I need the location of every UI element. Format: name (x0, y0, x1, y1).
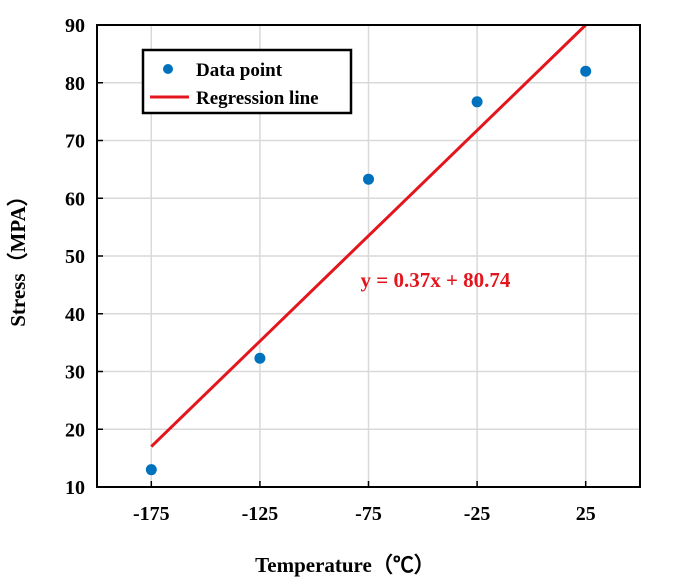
y-tick-label: 50 (65, 246, 85, 268)
data-points-group (145, 65, 592, 476)
data-point (471, 96, 483, 108)
regression-equation: y = 0.37x + 80.74 (361, 268, 511, 292)
y-tick-label: 70 (65, 131, 85, 153)
y-axis-ticks: 10 20 30 40 50 60 70 80 90 (65, 15, 103, 499)
y-tick-label: 30 (65, 362, 85, 384)
regression-line-group (150, 23, 587, 448)
y-tick-label: 90 (65, 15, 85, 37)
y-tick-label: 60 (65, 188, 85, 210)
y-tick-label: 10 (65, 477, 85, 499)
x-tick-label: 25 (576, 503, 596, 525)
legend-data-point-marker (163, 64, 173, 74)
x-tick-label: -25 (464, 503, 491, 525)
y-tick-label: 40 (65, 304, 85, 326)
x-tick-label: -125 (242, 503, 279, 525)
legend-regression-line-label: Regression line (196, 88, 319, 109)
data-point (145, 464, 157, 476)
y-axis-title: Stress（MPA） (6, 185, 30, 327)
x-axis-title: Temperature（℃） (255, 553, 435, 577)
legend-data-point-label: Data point (196, 60, 283, 81)
legend-box (141, 48, 353, 115)
y-tick-label: 20 (65, 419, 85, 441)
x-axis-ticks: -175 -125 -75 -25 25 (133, 481, 596, 525)
x-tick-label: -175 (133, 503, 170, 525)
x-tick-label: -75 (355, 503, 382, 525)
y-tick-label: 80 (65, 73, 85, 95)
legend: Data point Regression line (141, 48, 353, 115)
regression-line (150, 23, 587, 448)
data-point (580, 65, 592, 77)
data-point (254, 352, 266, 364)
data-point (363, 173, 374, 185)
